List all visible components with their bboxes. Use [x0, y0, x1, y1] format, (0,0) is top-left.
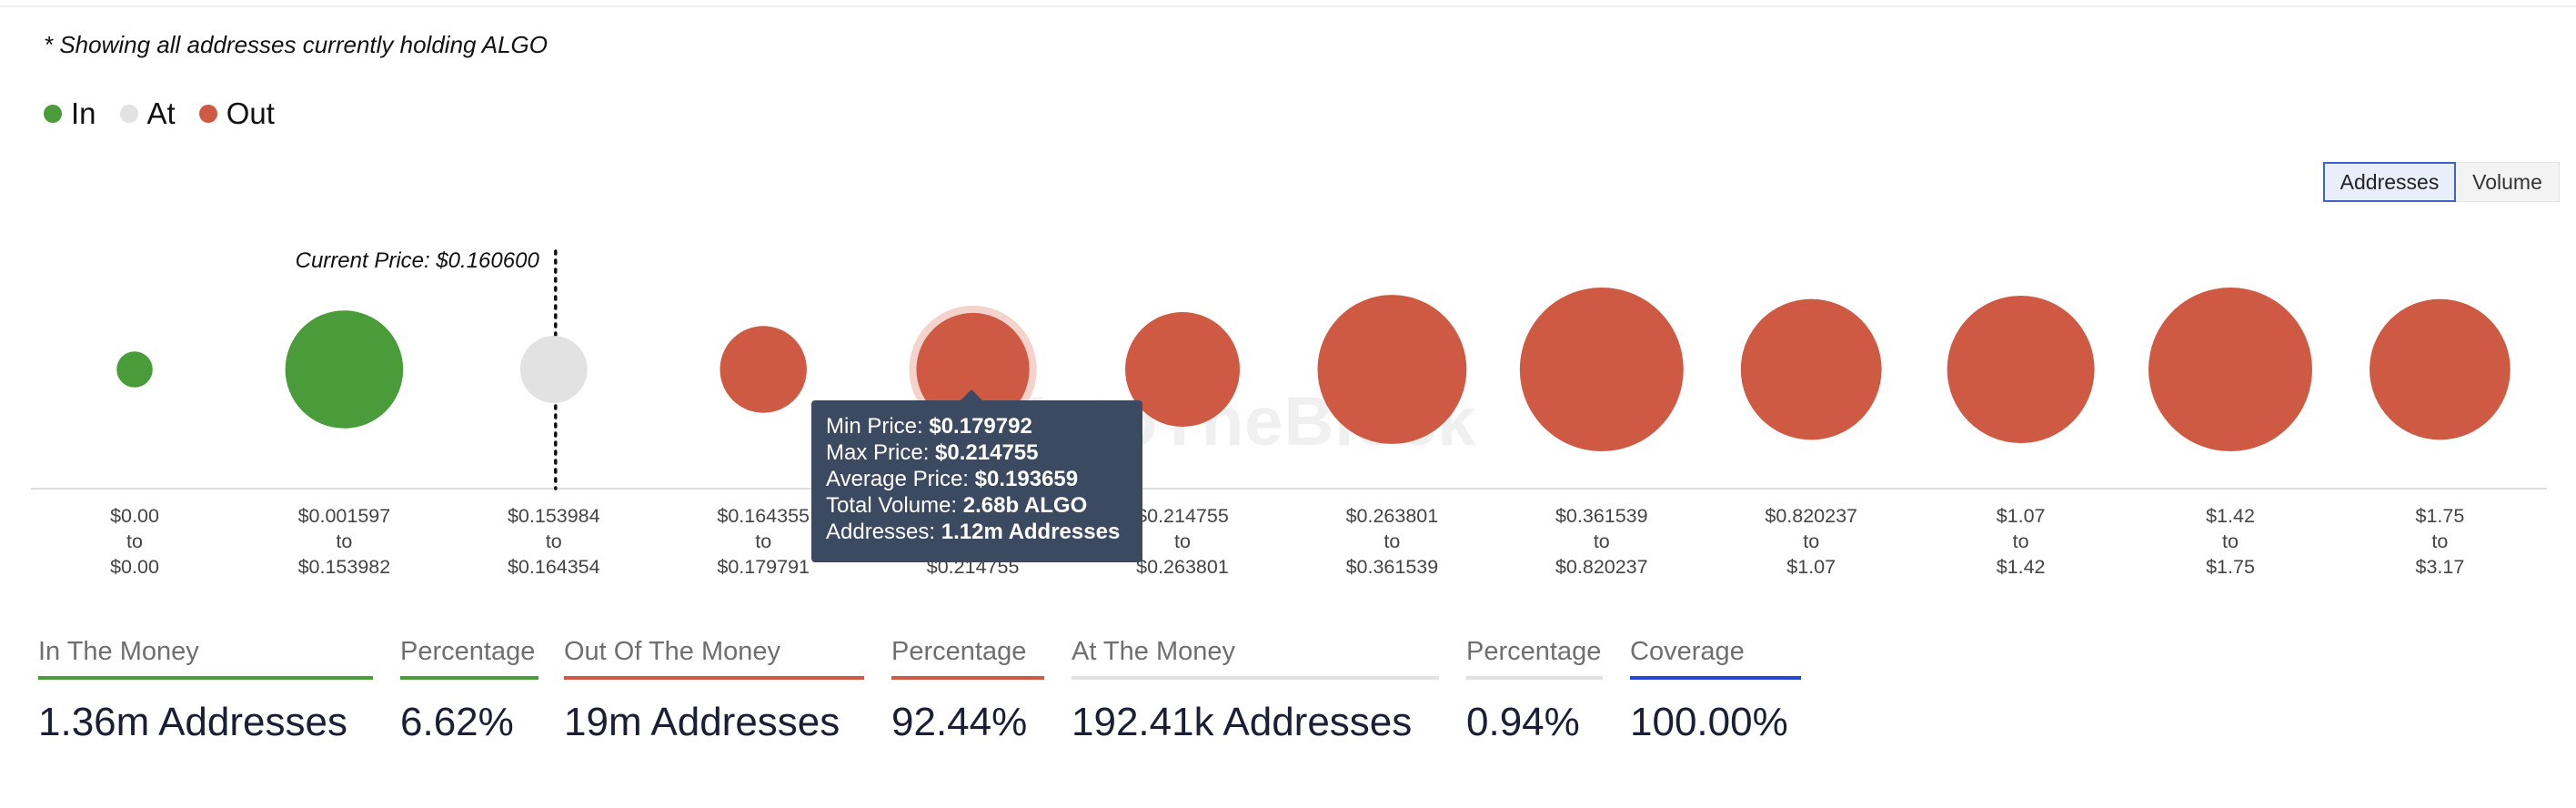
- stat-at-the-money: At The Money 192.41k Addresses: [1072, 637, 1439, 745]
- tick-label-9: $1.07 to $1.42: [1997, 505, 2046, 578]
- bubble-chart: Current Price: $0.160600 $0.00 to $0.00 $0.0…: [31, 248, 2547, 578]
- chart-legend: In At Out: [44, 96, 298, 131]
- stat-label: Coverage: [1630, 637, 1745, 666]
- bubble-0[interactable]: [116, 351, 153, 388]
- tooltip-min-label: Min Price:: [826, 414, 923, 439]
- metric-toggle: Addresses Volume: [2323, 162, 2560, 202]
- top-divider: [0, 0, 2576, 7]
- bubble-1[interactable]: [285, 310, 404, 429]
- stat-underline: [1072, 676, 1439, 680]
- tick-label-1: $0.001597 to $0.153982: [298, 505, 391, 578]
- bubble-2[interactable]: [519, 336, 588, 403]
- stat-underline: [38, 676, 373, 680]
- stat-value: 92.44%: [891, 700, 1028, 744]
- current-price-label: Current Price: $0.160600: [296, 248, 540, 273]
- legend-item-at[interactable]: At: [119, 96, 176, 131]
- legend-dot-in: [44, 105, 62, 123]
- bubble-4[interactable]: [916, 312, 1030, 427]
- stat-underline: [564, 676, 864, 680]
- tooltip-addr-value: 1.12m Addresses: [941, 520, 1121, 544]
- legend-label-in: In: [71, 96, 96, 130]
- stat-value: 100.00%: [1630, 700, 1788, 744]
- stat-value: 19m Addresses: [564, 700, 840, 744]
- legend-dot-out: [198, 105, 217, 123]
- stat-out-percentage: Percentage 92.44%: [891, 637, 1044, 745]
- tick-label-8: $0.820237 to $1.07: [1765, 505, 1857, 578]
- tick-label-6: $0.263801 to $0.361539: [1346, 505, 1439, 578]
- stat-out-of-the-money: Out Of The Money 19m Addresses: [564, 637, 864, 745]
- stat-label: Percentage: [400, 637, 536, 666]
- stat-value: 0.94%: [1466, 700, 1580, 744]
- bubble-tooltip: Min Price: $0.179792 Max Price: $0.21475…: [811, 400, 1142, 562]
- stat-at-percentage: Percentage 0.94%: [1466, 637, 1603, 745]
- tick-label-0: $0.00 to $0.00: [110, 505, 159, 578]
- stat-label: At The Money: [1072, 637, 1236, 666]
- holding-note: * Showing all addresses currently holdin…: [44, 31, 548, 58]
- stat-in-the-money: In The Money 1.36m Addresses: [38, 637, 373, 745]
- tick-label-10: $1.42 to $1.75: [2206, 505, 2255, 578]
- tooltip-vol-value: 2.68b ALGO: [962, 493, 1088, 518]
- stat-coverage: Coverage 100.00%: [1630, 637, 1801, 745]
- bubble-8[interactable]: [1740, 298, 1882, 440]
- stat-underline: [1466, 676, 1603, 680]
- bubble-5[interactable]: [1125, 312, 1240, 427]
- tooltip-addr-label: Addresses:: [826, 520, 936, 544]
- stat-label: Out Of The Money: [564, 637, 781, 666]
- legend-dot-at: [119, 105, 138, 123]
- stat-underline: [1630, 676, 1801, 680]
- stat-in-percentage: Percentage 6.62%: [400, 637, 538, 745]
- bubble-7[interactable]: [1519, 288, 1684, 451]
- tooltip-avg-value: $0.193659: [974, 467, 1079, 491]
- bubble-9[interactable]: [1947, 296, 2095, 443]
- bubble-3[interactable]: [719, 326, 807, 413]
- tick-label-5: $0.214755 to $0.263801: [1136, 505, 1229, 578]
- legend-item-out[interactable]: Out: [198, 96, 275, 131]
- tooltip-avg-label: Average Price:: [826, 467, 969, 491]
- tick-label-2: $0.153984 to $0.164354: [508, 505, 600, 578]
- tooltip-vol-label: Total Volume:: [826, 493, 958, 518]
- tooltip-max-value: $0.214755: [935, 440, 1039, 465]
- tooltip-arrow: [961, 389, 982, 400]
- stat-underline: [400, 676, 538, 680]
- legend-label-at: At: [146, 96, 176, 130]
- stat-underline: [891, 676, 1044, 680]
- bubble-6[interactable]: [1317, 295, 1467, 444]
- tooltip-min-value: $0.179792: [929, 414, 1032, 439]
- stat-value: 6.62%: [400, 700, 514, 744]
- legend-item-in[interactable]: In: [44, 96, 96, 131]
- tick-label-3: $0.164355 to $0.179791: [717, 505, 810, 578]
- volume-toggle-button[interactable]: Volume: [2456, 162, 2560, 202]
- stat-value: 1.36m Addresses: [38, 700, 347, 744]
- addresses-toggle-button[interactable]: Addresses: [2323, 162, 2456, 202]
- tick-label-11: $1.75 to $3.17: [2415, 505, 2464, 578]
- bubble-11[interactable]: [2370, 298, 2511, 440]
- stat-label: In The Money: [38, 637, 199, 666]
- bubble-10[interactable]: [2148, 288, 2312, 451]
- tooltip-max-label: Max Price:: [826, 440, 930, 465]
- legend-label-out: Out: [226, 96, 275, 130]
- stat-value: 192.41k Addresses: [1072, 700, 1413, 744]
- stat-label: Percentage: [1466, 637, 1602, 666]
- tick-label-7: $0.361539 to $0.820237: [1555, 505, 1648, 578]
- stat-label: Percentage: [891, 637, 1027, 666]
